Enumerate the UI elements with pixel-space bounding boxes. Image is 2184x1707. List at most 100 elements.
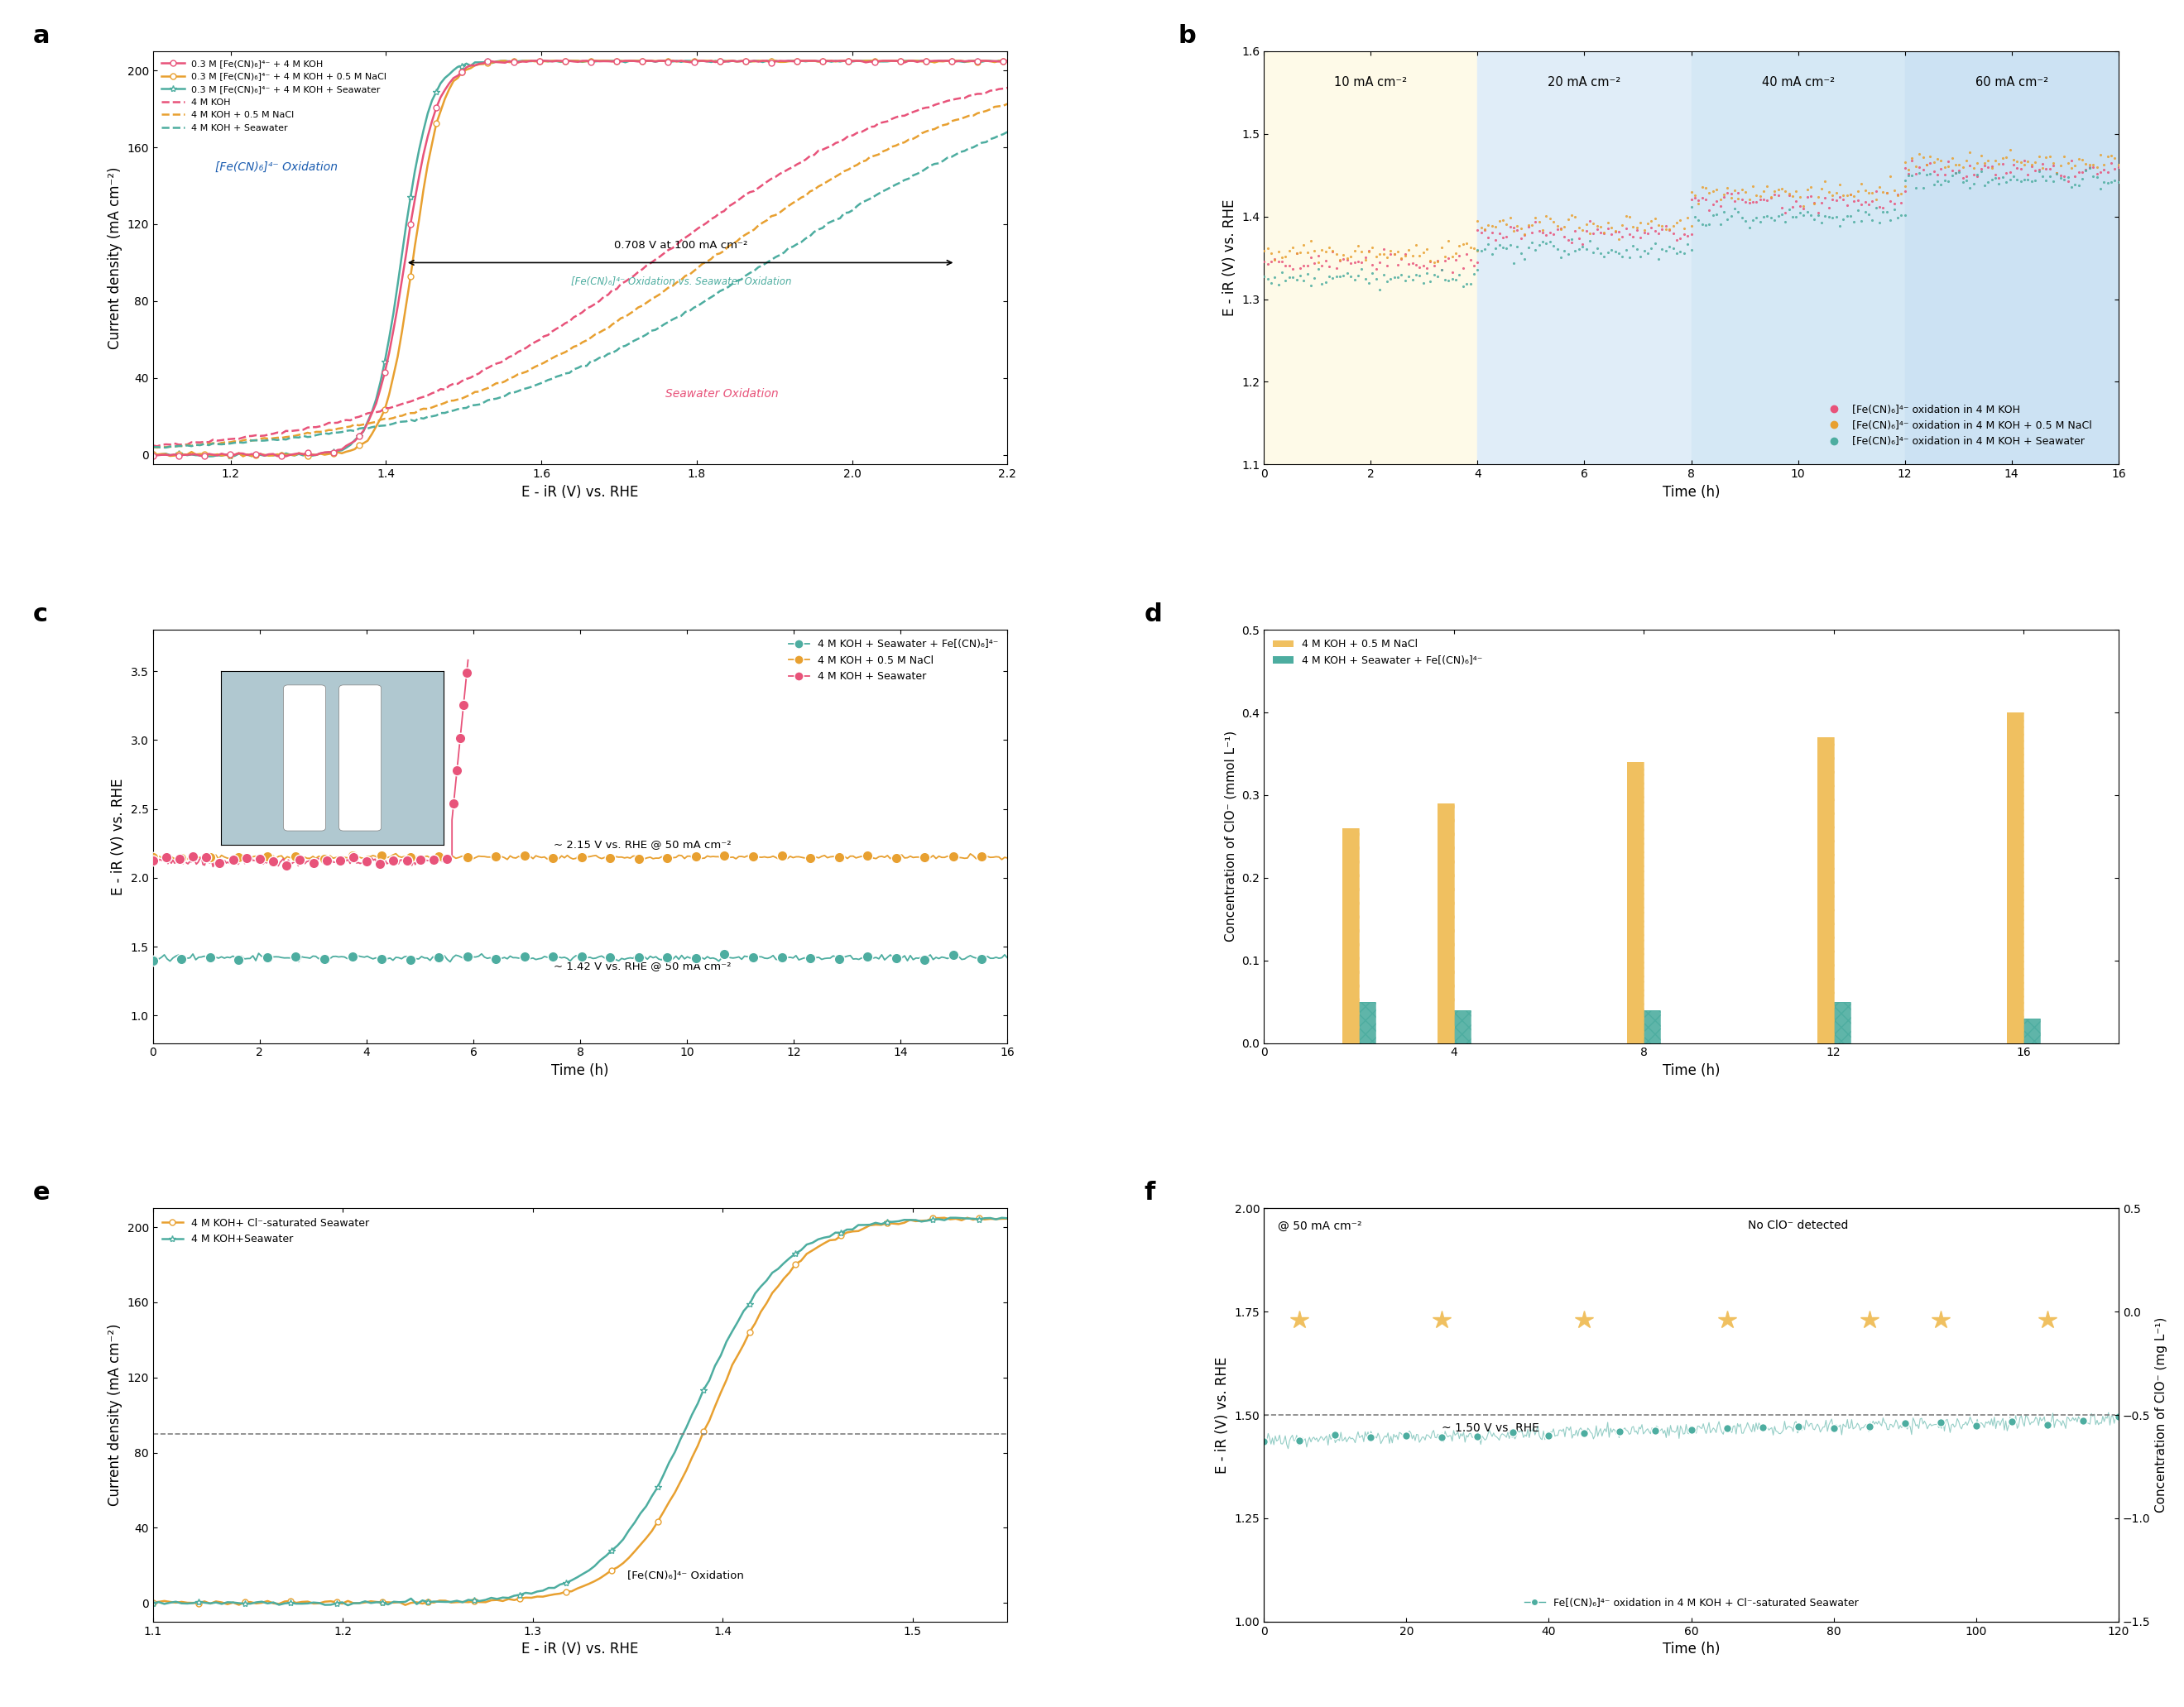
Point (1496, 217, 1531, 244)
Point (1396, 266, 1431, 294)
Point (1920, 167, 1955, 195)
Point (1358, 254, 1393, 282)
Point (1743, 183, 1778, 210)
Point (1265, 248, 1299, 275)
Point (2014, 154, 2049, 181)
Point (1981, 150, 2016, 178)
Point (1428, 248, 1463, 275)
Point (1524, 217, 1559, 244)
Point (1551, 207, 1586, 234)
Point (1848, 198, 1883, 225)
Point (1793, 174, 1828, 201)
Point (1601, 225, 1636, 253)
Point (1649, 215, 1684, 242)
Point (1666, 241, 1701, 268)
Point (1666, 215, 1701, 242)
Point (1959, 149, 1994, 176)
Point (1699, 200, 1734, 227)
Point (1492, 230, 1527, 258)
Point (1343, 256, 1378, 283)
Point (1374, 241, 1409, 268)
Point (2051, 149, 2086, 176)
Point (2031, 162, 2066, 189)
Point (1909, 150, 1944, 178)
Point (1566, 217, 1601, 244)
Y-axis label: Concentration of ClO⁻ (mmol L⁻¹): Concentration of ClO⁻ (mmol L⁻¹) (1225, 731, 1236, 942)
Point (1793, 183, 1828, 210)
Point (1319, 263, 1354, 290)
Point (1996, 147, 2031, 174)
Point (1682, 207, 1717, 234)
Point (1830, 191, 1865, 218)
Point (1935, 162, 1970, 189)
Point (1826, 186, 1861, 213)
Point (1439, 239, 1474, 266)
Point (1398, 251, 1433, 278)
Point (1885, 181, 1920, 208)
Point (1717, 176, 1752, 203)
Point (1297, 249, 1332, 277)
Point (1369, 244, 1404, 271)
Point (1660, 210, 1695, 237)
Legend: 0.3 M [Fe(CN)₆]⁴⁻ + 4 M KOH, 0.3 M [Fe(CN)₆]⁴⁻ + 4 M KOH + 0.5 M NaCl, 0.3 M [Fe: 0.3 M [Fe(CN)₆]⁴⁻ + 4 M KOH, 0.3 M [Fe(C… (157, 56, 391, 137)
Point (1385, 246, 1420, 273)
Point (2029, 155, 2064, 183)
Point (1406, 270, 1441, 297)
Bar (2007, 712, 2025, 1043)
Point (1765, 174, 1800, 201)
X-axis label: Time (h): Time (h) (1662, 1642, 1721, 1657)
Point (1623, 242, 1658, 270)
Point (1832, 181, 1867, 208)
Point (1749, 172, 1784, 200)
Bar (1627, 761, 1645, 1043)
Point (1811, 178, 1845, 205)
Point (1522, 230, 1557, 258)
Bar (1690, 51, 1904, 464)
Point (1942, 152, 1977, 179)
Point (2075, 152, 2110, 179)
Point (1957, 160, 1992, 188)
Point (2068, 157, 2103, 184)
Point (1854, 188, 1889, 215)
Point (1330, 246, 1365, 273)
Point (1655, 218, 1690, 246)
Point (1756, 181, 1791, 208)
Point (1655, 212, 1690, 239)
Text: e: e (33, 1181, 50, 1205)
Point (2029, 143, 2064, 171)
Point (1562, 225, 1597, 253)
Point (1793, 201, 1828, 229)
Point (1736, 188, 1771, 215)
Point (1358, 242, 1393, 270)
Point (1546, 237, 1581, 265)
Point (1485, 224, 1520, 251)
Point (1489, 224, 1524, 251)
Point (1660, 239, 1695, 266)
Point (1269, 268, 1304, 295)
Point (2007, 166, 2042, 193)
Point (1363, 241, 1398, 268)
Point (1800, 201, 1835, 229)
Point (1605, 242, 1640, 270)
Point (1736, 172, 1771, 200)
Y-axis label: Concentration of ClO⁻ (mg L⁻¹): Concentration of ClO⁻ (mg L⁻¹) (2156, 1318, 2167, 1512)
Point (2042, 164, 2077, 191)
Point (2022, 157, 2057, 184)
Point (1782, 200, 1817, 227)
Point (1583, 213, 1618, 241)
Point (1821, 183, 1856, 210)
Bar (1343, 828, 1358, 1043)
Point (1391, 263, 1426, 290)
Point (1948, 167, 1983, 195)
Point (1282, 261, 1317, 288)
Point (1557, 237, 1592, 265)
Point (1749, 203, 1784, 230)
Point (1854, 207, 1889, 234)
Point (1457, 253, 1492, 280)
Point (1693, 179, 1728, 207)
Point (1583, 218, 1618, 246)
Point (2079, 164, 2114, 191)
Point (1852, 191, 1887, 218)
Point (1688, 174, 1723, 201)
Point (1588, 220, 1623, 248)
